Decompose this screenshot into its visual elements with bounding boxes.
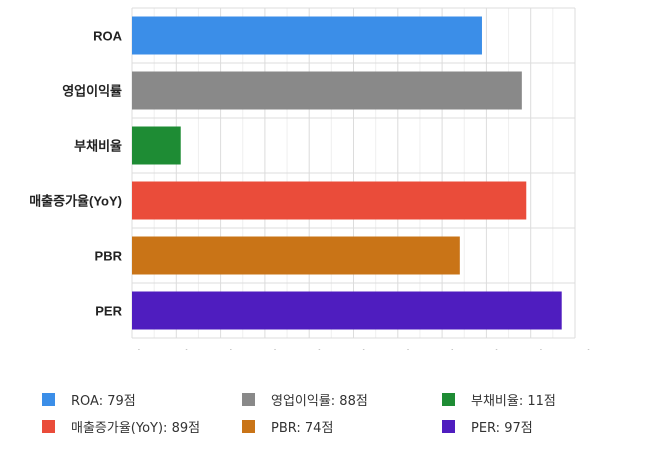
legend-label: 영업이익률: 88점 bbox=[271, 394, 368, 409]
bar-2 bbox=[132, 126, 181, 165]
x-tick-label: 30점 bbox=[253, 348, 277, 350]
category-label: 부채비율 bbox=[74, 139, 122, 154]
legend-label: PBR: 74점 bbox=[271, 421, 334, 436]
category-label: 매출증가율(YoY) bbox=[29, 194, 122, 209]
legend-label: 부채비율: 11점 bbox=[471, 394, 556, 409]
legend-swatch bbox=[442, 420, 455, 433]
legend-swatch bbox=[242, 393, 255, 406]
category-label: ROA bbox=[93, 29, 123, 44]
legend: ROA: 79점 영업이익률: 88점 부채비율: 11점 매출증가율(YoY)… bbox=[42, 390, 642, 436]
legend-swatch bbox=[42, 393, 55, 406]
legend-label: 매출증가율(YoY): 89점 bbox=[71, 421, 201, 436]
x-tick-label: 40점 bbox=[297, 348, 321, 350]
x-tick-label: 100점 bbox=[559, 348, 590, 350]
bar-5 bbox=[132, 291, 562, 330]
legend-item-debt-ratio[interactable]: 부채비율: 11점 bbox=[442, 390, 642, 409]
x-tick-label: 90점 bbox=[519, 348, 543, 350]
bar-1 bbox=[132, 71, 522, 110]
legend-item-roa[interactable]: ROA: 79점 bbox=[42, 390, 242, 409]
legend-item-revenue-growth[interactable]: 매출증가율(YoY): 89점 bbox=[42, 417, 242, 436]
legend-item-pbr[interactable]: PBR: 74점 bbox=[242, 417, 442, 436]
category-label: PER bbox=[95, 304, 122, 319]
x-tick-label: 80점 bbox=[474, 348, 498, 350]
legend-label: PER: 97점 bbox=[471, 421, 533, 436]
x-tick-label: 10점 bbox=[164, 348, 188, 350]
legend-swatch bbox=[242, 420, 255, 433]
legend-item-operating-margin[interactable]: 영업이익률: 88점 bbox=[242, 390, 442, 409]
legend-label: ROA: 79점 bbox=[71, 394, 136, 409]
x-tick-label: 70점 bbox=[430, 348, 454, 350]
category-label: PBR bbox=[95, 249, 123, 264]
bar-0 bbox=[132, 16, 482, 55]
x-tick-label: 60점 bbox=[386, 348, 410, 350]
x-tick-label: 0점 bbox=[123, 348, 141, 350]
bar-3 bbox=[132, 181, 527, 220]
legend-swatch bbox=[442, 393, 455, 406]
bar-4 bbox=[132, 236, 460, 275]
x-tick-label: 50점 bbox=[341, 348, 365, 350]
x-tick-label: 20점 bbox=[208, 348, 232, 350]
legend-item-per[interactable]: PER: 97점 bbox=[442, 417, 642, 436]
category-label: 영업이익률 bbox=[62, 84, 122, 99]
legend-swatch bbox=[42, 420, 55, 433]
